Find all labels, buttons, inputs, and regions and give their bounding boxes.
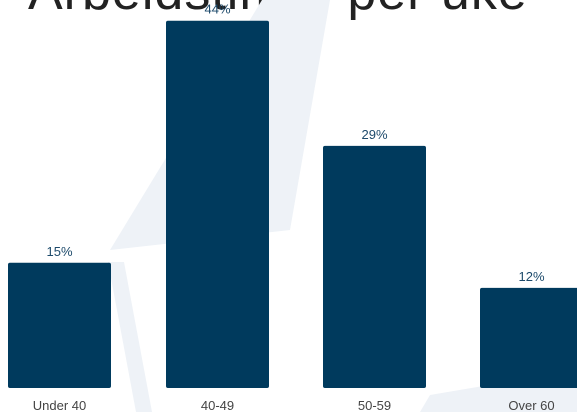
bars-group — [8, 20, 577, 389]
data-label-40-49: 44% — [204, 2, 230, 17]
x-tick-label-40-49: 40-49 — [201, 398, 234, 412]
bar-50-59 — [323, 145, 426, 388]
data-label-over-60: 12% — [518, 269, 544, 284]
watermark-shape — [108, 262, 152, 412]
x-tick-label-under-40: Under 40 — [33, 398, 86, 412]
bar-under-40 — [8, 262, 111, 388]
data-label-under-40: 15% — [46, 244, 72, 259]
bar-over-60 — [480, 287, 577, 388]
x-tick-labels-group: Under 40 40-49 50-59 Over 60 — [33, 398, 555, 412]
bar-40-49 — [166, 20, 269, 389]
data-labels-group: 15% 44% 29% 12% — [46, 2, 544, 284]
x-tick-label-over-60: Over 60 — [508, 398, 554, 412]
data-label-50-59: 29% — [361, 127, 387, 142]
x-tick-label-50-59: 50-59 — [358, 398, 391, 412]
